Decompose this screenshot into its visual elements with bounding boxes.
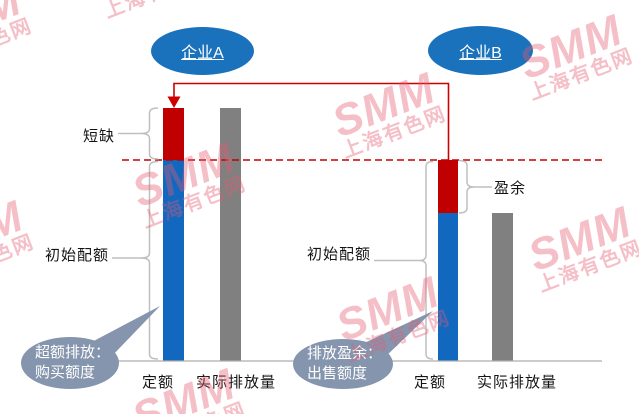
label-surplus: 盈余: [494, 180, 527, 197]
bar-a-shortage-segment: [163, 108, 184, 160]
label-initial-quota-b: 初始配额: [307, 246, 372, 263]
callout-a-bubble: 超额排放： 购买额度: [21, 337, 119, 389]
label-initial-quota-a: 初始配额: [45, 247, 110, 264]
trade-connector-arrowhead-icon: [167, 96, 181, 108]
callout-b-bubble: 排放盈余： 出售额度: [293, 339, 393, 389]
enterprise-b-ellipse: 企业B: [428, 26, 533, 75]
enterprise-a-label: 企业A: [181, 45, 224, 62]
label-shortage: 短缺: [83, 128, 116, 145]
axis-b-quota-label: 定额: [414, 374, 447, 391]
callout-b-line2: 出售额度: [307, 365, 368, 382]
axis-a-quota-label: 定额: [142, 374, 175, 391]
enterprise-a-ellipse: 企业A: [151, 27, 254, 75]
callout-b-line1: 排放盈余：: [307, 345, 383, 362]
bar-a-quota-segment: [163, 160, 184, 361]
brace-b-initial-quota: [418, 160, 434, 360]
axis-a-actual-label: 实际排放量: [196, 374, 277, 391]
bar-a-actual-emissions: [220, 108, 241, 361]
bar-b-quota-segment: [438, 213, 458, 361]
brace-b-surplus: [458, 159, 475, 214]
callout-a-line1: 超额排放：: [35, 344, 111, 361]
axis-b-actual-label: 实际排放量: [477, 374, 558, 391]
bar-b-actual-emissions: [492, 213, 513, 361]
brace-a-initial-quota: [140, 160, 159, 360]
enterprise-b-label: 企业B: [459, 44, 502, 62]
callout-a-line2: 购买额度: [35, 364, 96, 381]
brace-a-shortage: [140, 107, 159, 160]
bar-b-surplus-segment: [438, 160, 458, 213]
trade-connector-line: [173, 82, 450, 160]
